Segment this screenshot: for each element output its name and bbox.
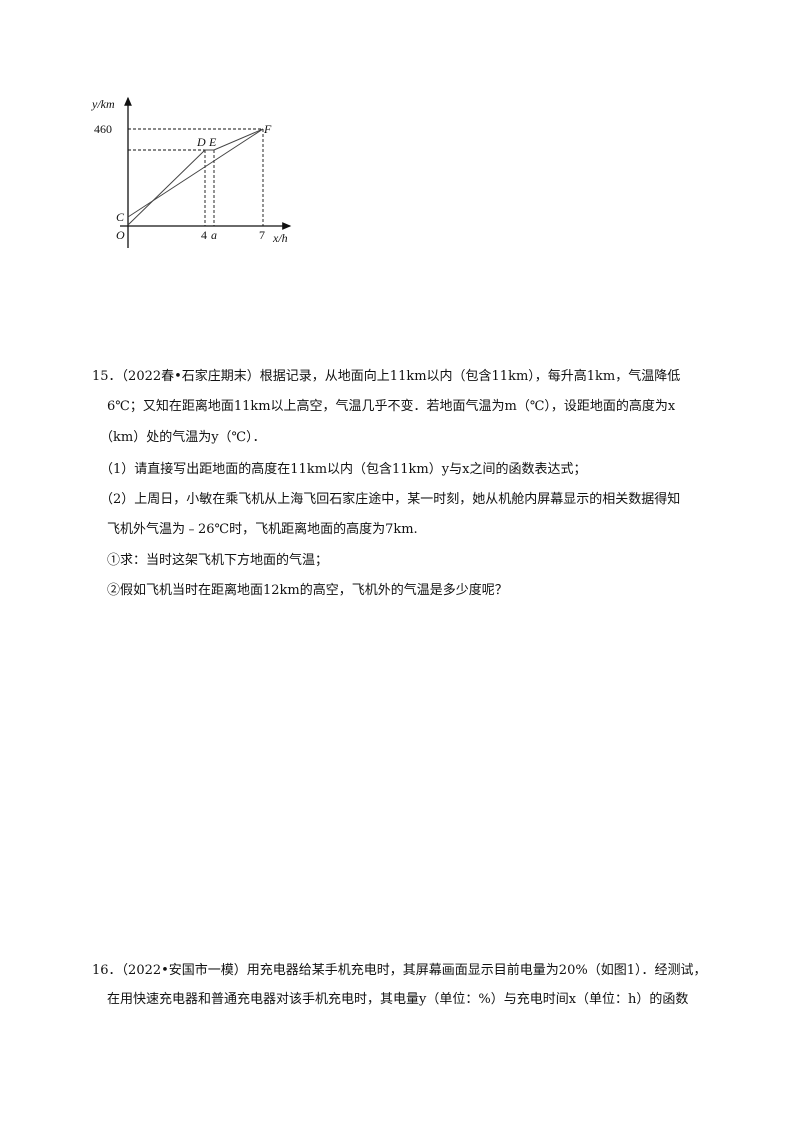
point-e: E xyxy=(208,135,217,149)
x-axis-label: x/h xyxy=(272,231,288,245)
q15-sub-1: ①求：当时这架飞机下方地面的气温； xyxy=(107,553,329,568)
q15-line-3: （km）处的气温为y（℃）． xyxy=(100,430,266,445)
q15-sub-2: ②假如飞机当时在距离地面12km的高空，飞机外的气温是多少度呢？ xyxy=(107,583,508,598)
q15-part-2: （2）上周日，小敏在乘飞机从上海飞回石家庄途中，某一时刻，她从机舱内屏幕显示的相… xyxy=(100,492,681,507)
point-d: D xyxy=(196,135,206,149)
q15-line-1: 15．（2022春•石家庄期末）根据记录，从地面向上11km以内（包含11km）… xyxy=(92,369,681,384)
y-axis-label: y/km xyxy=(91,97,115,111)
q15-part-2-cont: 飞机外气温为﹣26℃时，飞机距离地面的高度为7km. xyxy=(107,522,418,537)
q15-line-2: 6℃；又知在距离地面11km以上高空，气温几乎不变．若地面气温为m（℃），设距地… xyxy=(107,399,676,414)
x-tick-7: 7 xyxy=(259,228,265,242)
line-cf xyxy=(127,128,264,218)
q16-line-2: 在用快速充电器和普通充电器对该手机充电时，其电量y（单位：%）与充电时间x（单位… xyxy=(107,992,689,1007)
origin-o: O xyxy=(116,228,125,242)
line-odef xyxy=(127,128,264,226)
distance-time-graph: y/km 460 C O D E F 4 a 7 x/h xyxy=(91,96,292,248)
point-f: F xyxy=(263,122,272,136)
x-tick-4: 4 xyxy=(201,228,207,242)
q15-part-1: （1）请直接写出距地面的高度在11km以内（包含11km）y与x之间的函数表达式… xyxy=(100,462,587,477)
q16-line-1: 16．（2022•安国市一模）用充电器给某手机充电时，其屏幕画面显示目前电量为2… xyxy=(92,963,707,978)
y-tick-460: 460 xyxy=(94,122,112,136)
point-c: C xyxy=(116,210,125,224)
x-tick-a: a xyxy=(211,228,217,242)
